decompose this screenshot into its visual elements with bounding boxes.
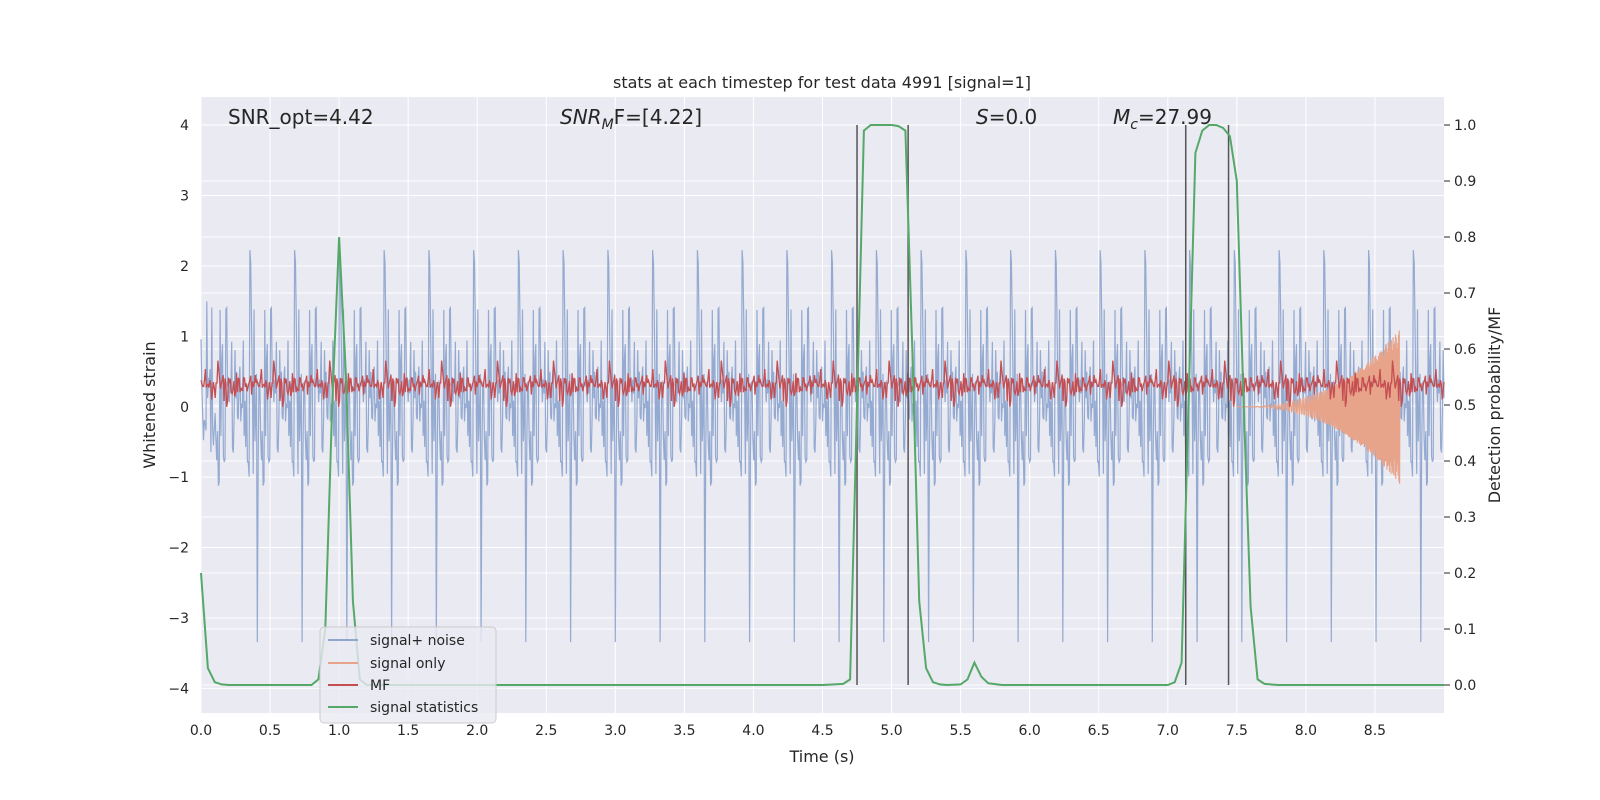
- data-layer: [200, 124, 1445, 687]
- x-tick-label: 6.0: [1019, 723, 1041, 739]
- legend-label-signal-only: signal only: [370, 656, 445, 672]
- x-tick-label: 4.0: [742, 723, 764, 739]
- y-tick-label-left: −2: [168, 541, 189, 557]
- annotation-mc: Mc=27.99: [1113, 105, 1212, 133]
- y-axis-label-left: Whitened strain: [140, 341, 159, 468]
- series-mf: [200, 360, 1445, 407]
- x-tick-label: 4.5: [811, 723, 833, 739]
- y-tick-label-left: 4: [180, 118, 189, 134]
- annotations: SNR_opt=4.42 SNRMF=[4.22] S=0.0 Mc=27.99: [228, 105, 1212, 133]
- y-tick-label-right: 0.2: [1454, 566, 1476, 582]
- y-tick-label-right: 0.7: [1454, 286, 1476, 302]
- x-tick-label: 7.0: [1157, 723, 1179, 739]
- annotation-s: S=0.0: [976, 105, 1037, 129]
- y-tick-label-left: 2: [180, 259, 189, 275]
- y-tick-label-right: 0.0: [1454, 678, 1476, 694]
- x-tick-label: 2.0: [466, 723, 488, 739]
- y-axis-label-right: Detection probability/MF: [1485, 307, 1504, 504]
- x-tick-label: 3.0: [604, 723, 626, 739]
- legend-label-signal-noise: signal+ noise: [370, 633, 465, 649]
- x-tick-label: 0.0: [190, 723, 212, 739]
- x-axis-label: Time (s): [788, 747, 854, 766]
- x-tick-label: 3.5: [673, 723, 695, 739]
- legend-box: [319, 626, 497, 724]
- y-tick-label-right: 0.4: [1454, 454, 1476, 470]
- x-tick-label: 1.0: [328, 723, 350, 739]
- y-tick-label-right: 0.3: [1454, 510, 1476, 526]
- annotation-snr-mf: SNRMF=[4.22]: [560, 105, 702, 133]
- y-tick-label-right: 0.8: [1454, 230, 1476, 246]
- y-tick-label-right: 1.0: [1454, 118, 1476, 134]
- x-tick-label: 8.0: [1295, 723, 1317, 739]
- y-tick-label-left: 3: [180, 189, 189, 205]
- x-tick-label: 5.0: [880, 723, 902, 739]
- legend-label-mf: MF: [370, 678, 390, 694]
- x-tick-label: 7.5: [1226, 723, 1248, 739]
- x-tick-label: 1.5: [397, 723, 419, 739]
- y-tick-label-left: −4: [168, 681, 189, 697]
- x-tick-label: 8.5: [1364, 723, 1386, 739]
- y-tick-label-right: 0.5: [1454, 398, 1476, 414]
- series-signal-noise: [200, 250, 1445, 643]
- chart-title: stats at each timestep for test data 499…: [613, 73, 1031, 92]
- y-tick-label-right: 0.1: [1454, 622, 1476, 638]
- y-tick-label-right: 0.9: [1454, 174, 1476, 190]
- y-tick-label-left: −1: [168, 470, 189, 486]
- series-signal-only: [1236, 330, 1401, 484]
- y-tick-label-left: 1: [180, 329, 189, 345]
- legend: signal+ noise signal only MF signal stat…: [319, 626, 497, 724]
- x-tick-label: 5.5: [949, 723, 971, 739]
- y-tick-label-left: 0: [180, 400, 189, 416]
- ticks: 0.0 0.5 1.0 1.5 2.0 2.5 3.0 3.5 4.0 4.5 5.0 5.5 6.0 6…: [168, 118, 1476, 739]
- x-tick-label: 0.5: [259, 723, 281, 739]
- annotation-snr-opt: SNR_opt=4.42: [228, 105, 374, 129]
- x-tick-label: 6.5: [1088, 723, 1110, 739]
- x-tick-label: 2.5: [535, 723, 557, 739]
- series-signal-statistics: [200, 124, 1444, 687]
- y-tick-label-right: 0.6: [1454, 342, 1476, 358]
- legend-label-signal-statistics: signal statistics: [370, 700, 478, 716]
- y-tick-label-left: −3: [168, 611, 189, 627]
